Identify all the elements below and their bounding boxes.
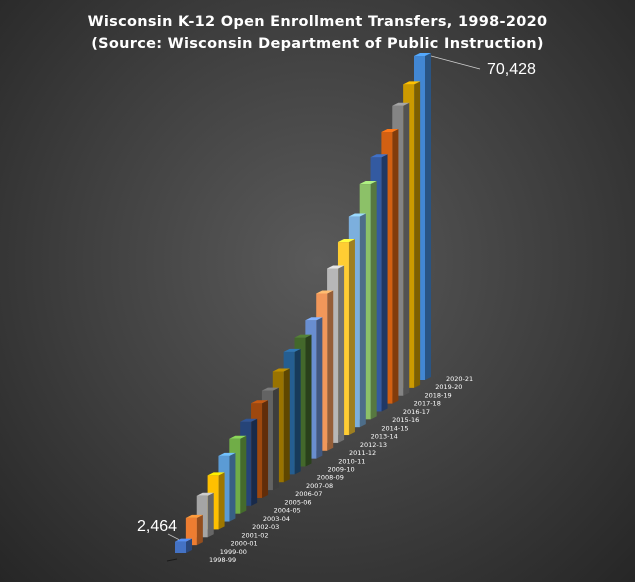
category-label: 2019-20 [435, 383, 462, 391]
data-label-leader [430, 55, 481, 70]
chart-floor [166, 558, 178, 562]
category-label: 2008-09 [317, 474, 344, 482]
bar-1998-99 [175, 538, 192, 553]
category-label: 2009-10 [328, 466, 355, 474]
category-label: 1999-00 [220, 548, 247, 556]
data-label-last: 70,428 [487, 61, 536, 78]
category-label: 2007-08 [306, 482, 333, 490]
category-label: 2012-13 [360, 441, 387, 449]
category-label: 2014-15 [381, 424, 408, 432]
category-label: 2011-12 [349, 449, 376, 457]
chart-subtitle: (Source: Wisconsin Department of Public … [91, 36, 544, 52]
category-label: 2013-14 [371, 433, 398, 441]
category-label: 2006-07 [295, 490, 322, 498]
category-label: 2015-16 [392, 416, 419, 424]
category-label: 2005-06 [284, 498, 311, 506]
chart-title: Wisconsin K-12 Open Enrollment Transfers… [87, 14, 548, 30]
category-label: 2003-04 [263, 515, 290, 523]
category-label: 2000-01 [231, 540, 258, 548]
category-label: 2002-03 [252, 523, 279, 531]
category-label: 2010-11 [338, 457, 365, 465]
category-label: 2001-02 [241, 531, 268, 539]
category-label: 2020-21 [446, 375, 473, 383]
category-label: 2018-19 [424, 391, 451, 399]
data-label-first: 2,464 [137, 518, 177, 535]
bar-1999-00 [185, 514, 203, 546]
data-label-leader [167, 533, 180, 541]
category-label: 2004-05 [274, 507, 301, 515]
category-label: 2017-18 [414, 400, 441, 408]
category-label: 2016-17 [403, 408, 430, 416]
category-label: 1998-99 [209, 556, 236, 564]
